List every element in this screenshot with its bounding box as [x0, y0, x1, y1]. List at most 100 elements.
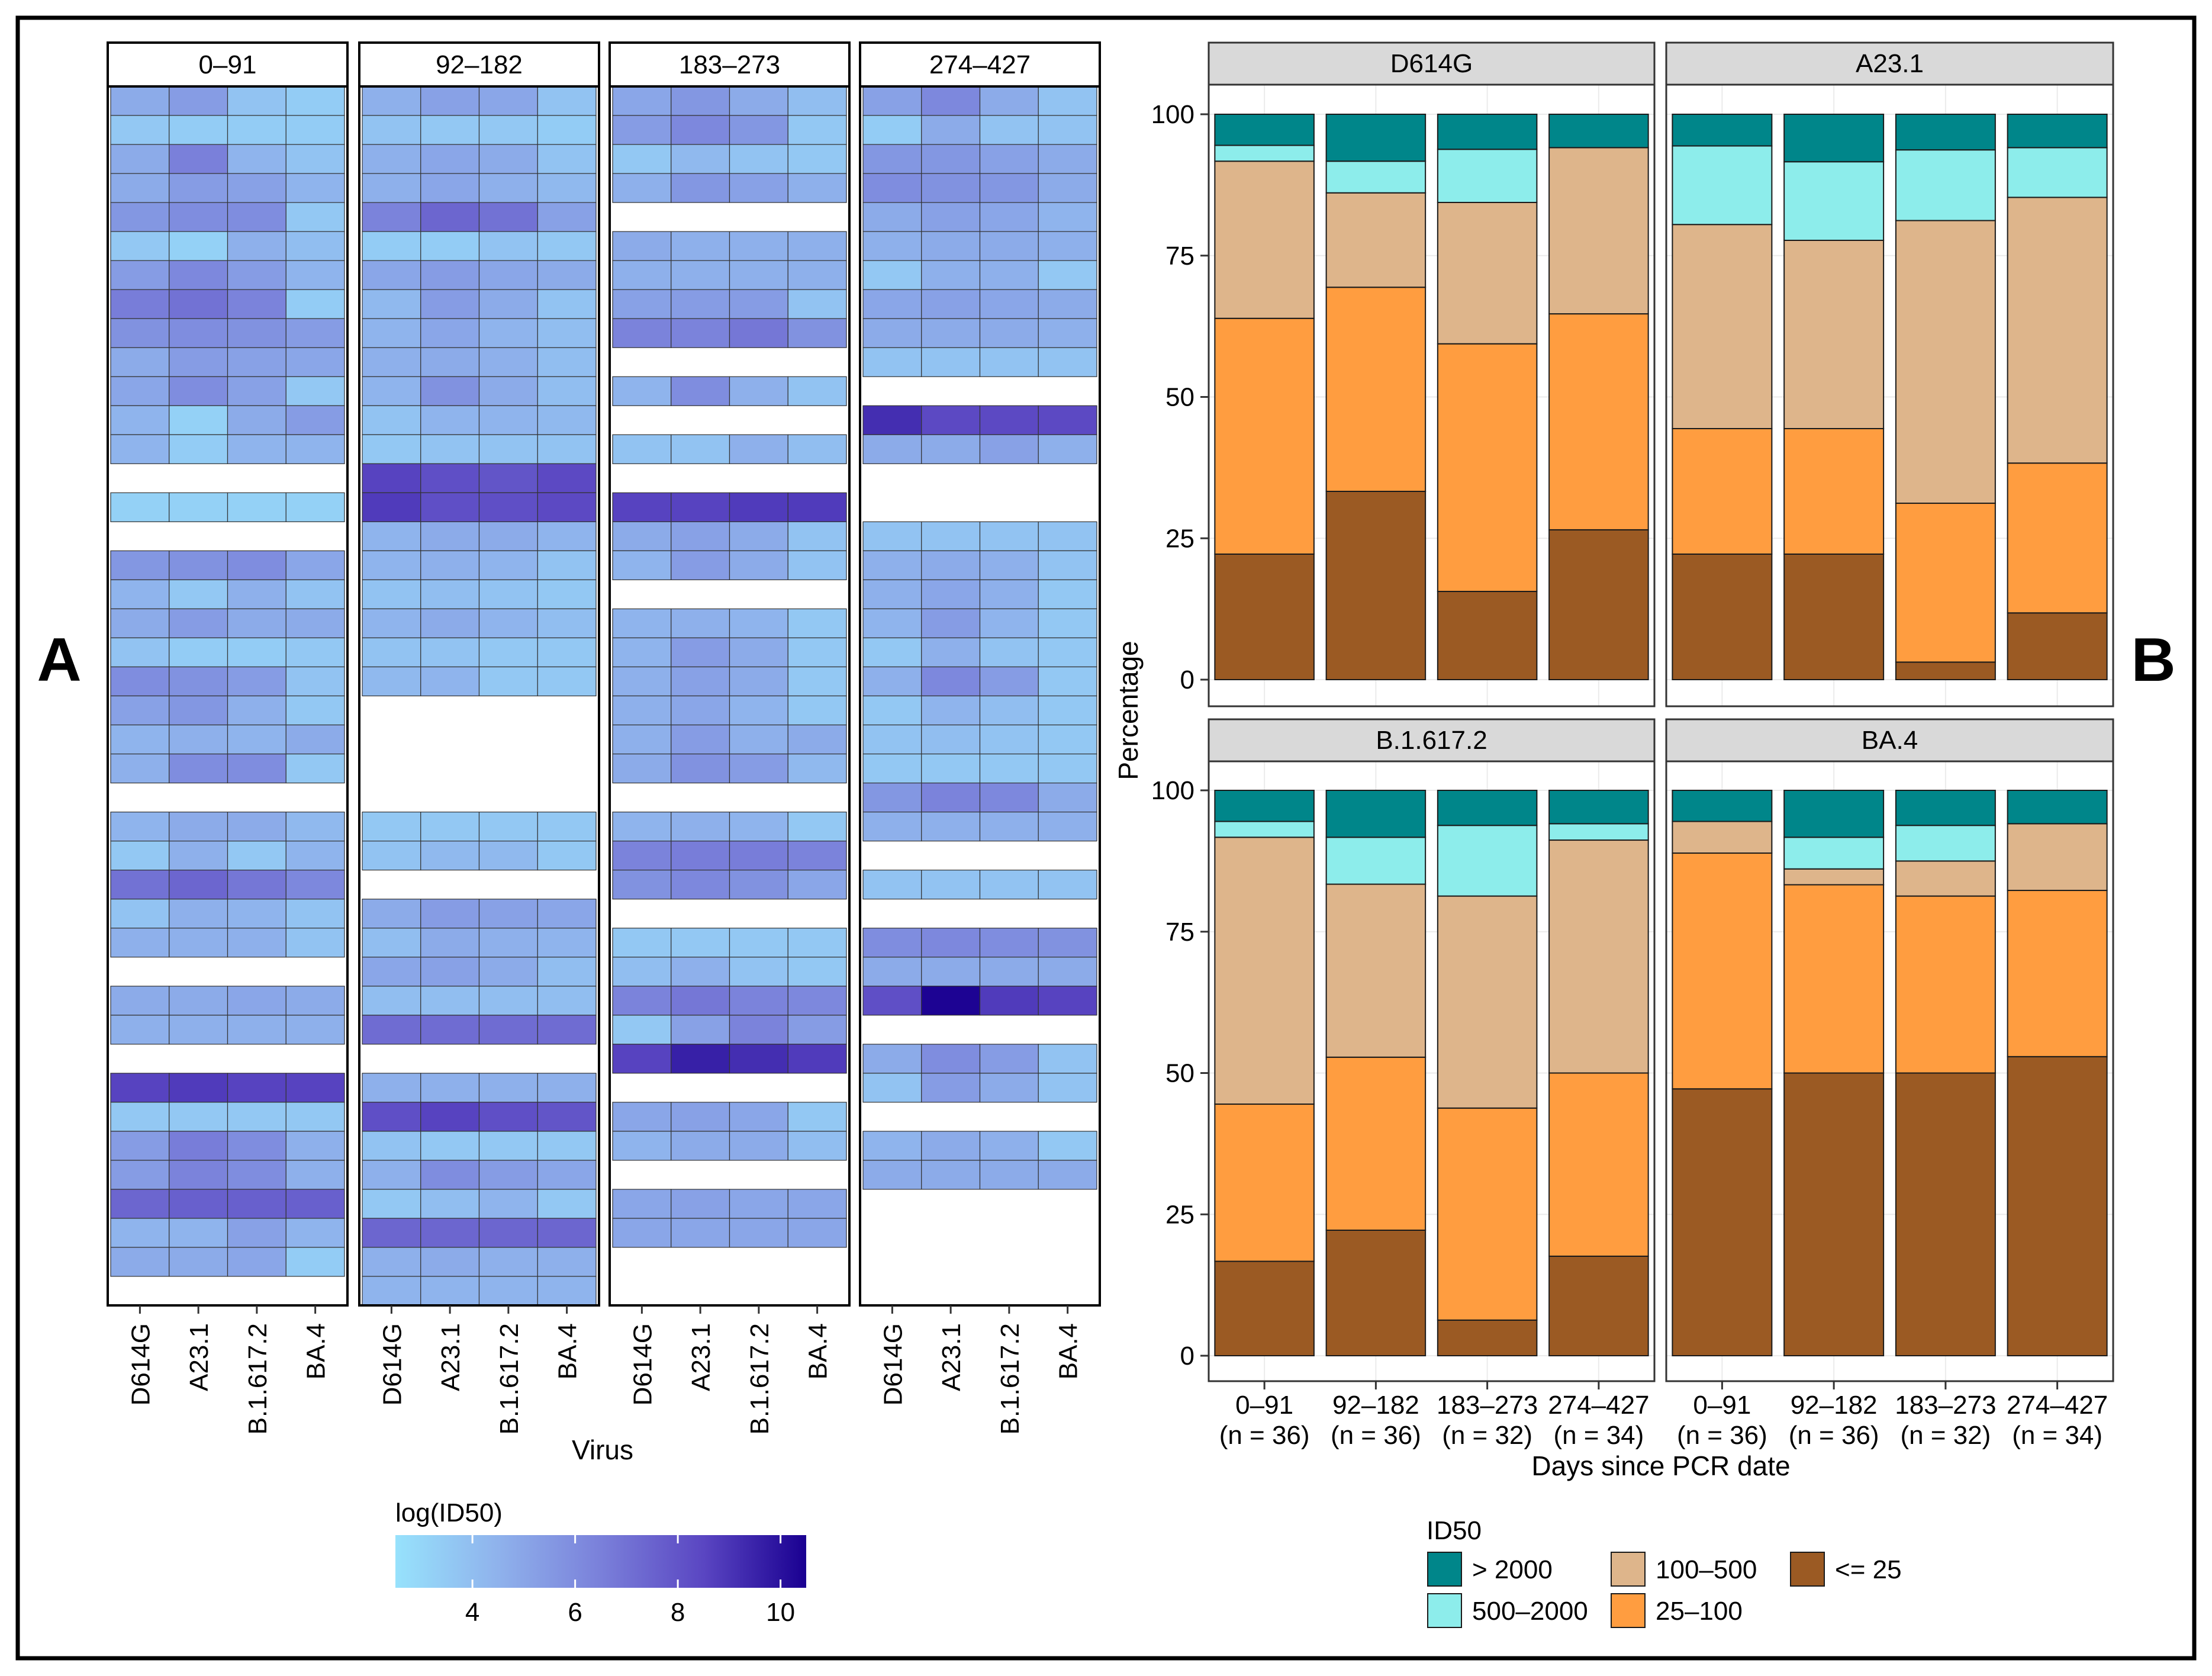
bar-segment — [1895, 1072, 1996, 1356]
heatmap-cell — [1038, 928, 1097, 958]
heatmap-cell — [110, 405, 170, 435]
bar-panel-border — [1208, 83, 1656, 707]
heatmap-cell — [362, 260, 421, 290]
bar-x-tick-label: 183–273 — [1895, 1391, 1996, 1420]
bar-segment — [1783, 161, 1885, 241]
bar-y-tick-label: 0 — [1180, 1342, 1194, 1371]
heatmap-cell — [729, 318, 788, 348]
bar-segment — [1214, 821, 1315, 838]
heatmap-cell — [787, 957, 847, 987]
heatmap-cell — [787, 986, 847, 1016]
heatmap-cell — [537, 899, 597, 929]
heatmap-cell — [478, 1247, 538, 1277]
heatmap-cell — [362, 986, 421, 1016]
heatmap-facet-border — [608, 85, 851, 1307]
heatmap-cell — [787, 231, 847, 261]
heatmap-cell — [169, 289, 228, 319]
heatmap-cell — [979, 405, 1039, 435]
heatmap-cell — [227, 550, 286, 581]
heatmap-cell — [478, 957, 538, 987]
bar-segment — [1214, 837, 1315, 1105]
heatmap-cell — [1038, 1044, 1097, 1074]
heatmap-cell — [110, 841, 170, 871]
bar-segment — [1548, 313, 1649, 530]
heatmap-cell — [729, 492, 788, 522]
heatmap-cell — [612, 811, 672, 842]
heatmap-cell — [862, 289, 922, 319]
heatmap-cell — [671, 144, 730, 174]
heatmap-cell — [227, 318, 286, 348]
heatmap-cell — [729, 666, 788, 697]
heatmap-cell — [537, 608, 597, 639]
heatmap-cell — [1038, 144, 1097, 174]
heatmap-cell — [420, 492, 480, 522]
bar-x-tick-n: (n = 36) — [1789, 1421, 1879, 1450]
heatmap-cell — [979, 521, 1039, 551]
heatmap-cell — [1038, 811, 1097, 842]
heatmap-cell — [110, 811, 170, 842]
heatmap-facet-border — [859, 85, 1101, 1307]
heatmap-cell — [729, 811, 788, 842]
heatmap-cell — [285, 231, 345, 261]
bar-segment — [1548, 790, 1649, 825]
heatmap-facet-label: 92–182 — [436, 50, 523, 79]
heatmap-cell — [478, 928, 538, 958]
heatmap-cell — [1038, 347, 1097, 377]
heatmap-cell — [729, 289, 788, 319]
heatmap-cell — [537, 1160, 597, 1190]
heatmap-cell — [671, 550, 730, 581]
heatmap-cell — [362, 144, 421, 174]
heatmap-cell — [362, 86, 421, 116]
heatmap-cell — [612, 231, 672, 261]
bar-legend-label: 500–2000 — [1472, 1597, 1588, 1626]
bar-y-tick-label: 100 — [1151, 776, 1194, 805]
bar-legend-item: > 2000 — [1427, 1552, 1553, 1587]
heatmap-cell — [285, 405, 345, 435]
heatmap-cell — [478, 289, 538, 319]
heatmap-cell — [537, 144, 597, 174]
heatmap-cell — [921, 173, 981, 203]
heatmap-cell — [862, 782, 922, 813]
heatmap-cell — [169, 753, 228, 784]
bar-segment — [1437, 149, 1538, 203]
heatmap-cell — [169, 550, 228, 581]
heatmap-facet-label: 0–91 — [199, 50, 257, 79]
heatmap-cell — [979, 637, 1039, 668]
bar-segment — [2007, 823, 2108, 892]
heatmap-cell — [671, 1015, 730, 1045]
bar-segment — [1214, 160, 1315, 319]
heatmap-cell — [478, 202, 538, 232]
heatmap-cell — [921, 550, 981, 581]
heatmap-legend-colorbar — [395, 1535, 806, 1588]
bar-y-tick-label: 75 — [1165, 242, 1194, 271]
heatmap-cell — [362, 318, 421, 348]
heatmap-x-tick-label: BA.4 — [553, 1323, 582, 1379]
heatmap-cell — [729, 550, 788, 581]
heatmap-cell — [285, 434, 345, 464]
heatmap-cell — [285, 260, 345, 290]
heatmap-cell — [921, 318, 981, 348]
heatmap-cell — [285, 289, 345, 319]
heatmap-cell — [110, 608, 170, 639]
heatmap-cell — [787, 376, 847, 406]
heatmap-cell — [420, 899, 480, 929]
heatmap-cell — [612, 86, 672, 116]
heatmap-cell — [110, 986, 170, 1016]
heatmap-cell — [227, 289, 286, 319]
heatmap-cell — [110, 289, 170, 319]
heatmap-cell — [729, 376, 788, 406]
heatmap-cell — [110, 1131, 170, 1161]
heatmap-cell — [612, 695, 672, 726]
bar-segment — [1672, 553, 1773, 680]
heatmap-cell — [362, 928, 421, 958]
heatmap-cell — [612, 318, 672, 348]
heatmap-cell — [862, 579, 922, 610]
heatmap-cell — [362, 1160, 421, 1190]
heatmap-cell — [285, 841, 345, 871]
heatmap-cell — [537, 637, 597, 668]
heatmap-cell — [729, 1102, 788, 1132]
heatmap-cell — [110, 1160, 170, 1190]
heatmap-cell — [362, 492, 421, 522]
heatmap-x-tick-label: B.1.617.2 — [243, 1323, 272, 1434]
heatmap-cell — [362, 1102, 421, 1132]
